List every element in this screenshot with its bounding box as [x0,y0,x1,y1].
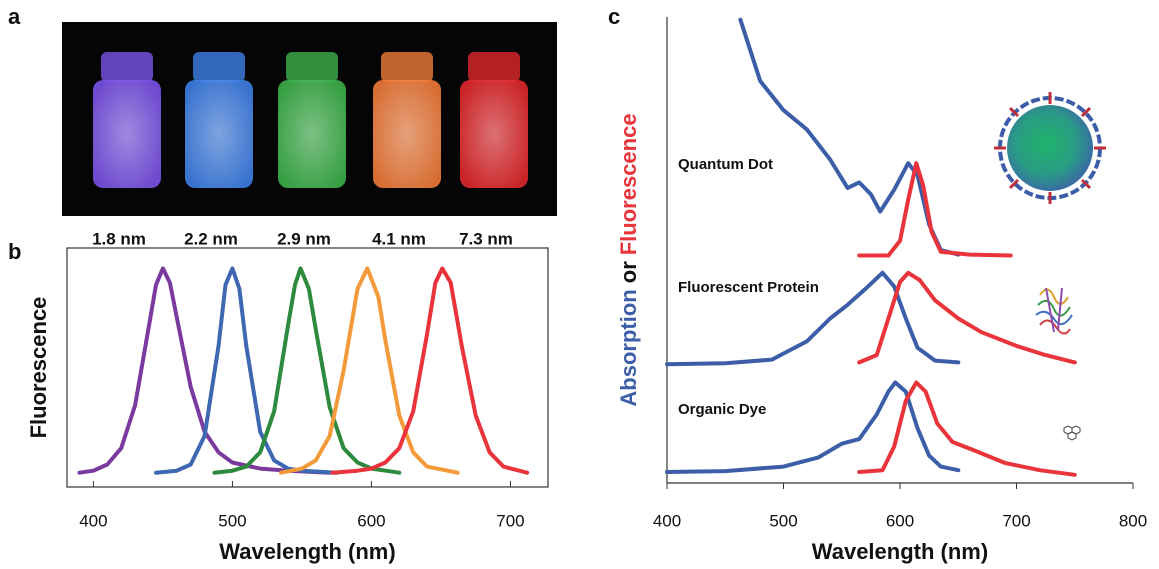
caption: 2.9 nm [277,229,331,248]
panel-label: b [8,239,21,264]
sample-label: Fluorescent Protein [678,279,819,296]
fluorescence-line [857,380,1077,477]
caption: 4.1 nm [372,229,426,248]
vial-neck [468,52,520,82]
vial [185,52,253,188]
vial-glow [373,80,441,188]
sample-label: Organic Dye [678,401,766,418]
absorption-line [738,17,961,257]
x-tick-label: 500 [769,511,797,530]
vial [460,52,528,188]
vial-glow [278,80,346,188]
x-axis-label: Wavelength (nm) [219,539,395,564]
fluorescence-line [857,270,1077,365]
caption: 1.8 nm [92,229,146,248]
x-tick-label: 600 [886,511,914,530]
y-axis-label: Fluorescence [26,297,51,439]
caption: 2.2 nm [184,229,238,248]
y-axis-label: Absorption or Fluorescence [616,113,641,406]
spectrum-line [154,266,339,475]
quantum-dot-icon [994,92,1106,204]
plot-frame [66,247,549,488]
vial [278,52,346,188]
x-tick-label: 800 [1119,511,1147,530]
x-axis-label: Wavelength (nm) [812,539,988,564]
vial-neck [286,52,338,82]
spectrum-line [77,266,332,475]
x-tick-label: 600 [357,511,385,530]
y-axis-label-part: Fluorescence [616,113,641,255]
x-tick-label: 700 [496,511,524,530]
fluorescence-line [857,161,1013,258]
x-tick-label: 400 [79,511,107,530]
vial-neck [381,52,433,82]
vial-glow [460,80,528,188]
vial-glow [185,80,253,188]
vial [93,52,161,188]
protein-icon [1035,287,1073,335]
caption: 7.3 nm [459,229,513,248]
vial [373,52,441,188]
x-tick-label: 700 [1002,511,1030,530]
absorption-line [665,380,961,474]
vial-neck [101,52,153,82]
spectrum-line [330,266,530,475]
vial-glow [93,80,161,188]
y-axis-label-part: Absorption [616,289,641,406]
panel-label: a [8,4,21,29]
vial-neck [193,52,245,82]
spectrum-line [279,266,460,475]
x-tick-label: 500 [218,511,246,530]
y-axis-label-part: or [616,261,641,283]
absorption-line [665,270,961,367]
x-tick-label: 400 [653,511,681,530]
dye-icon [1063,425,1081,441]
spectrum-line [212,266,402,475]
panel-label: c [608,4,620,29]
sample-label: Quantum Dot [678,156,773,173]
